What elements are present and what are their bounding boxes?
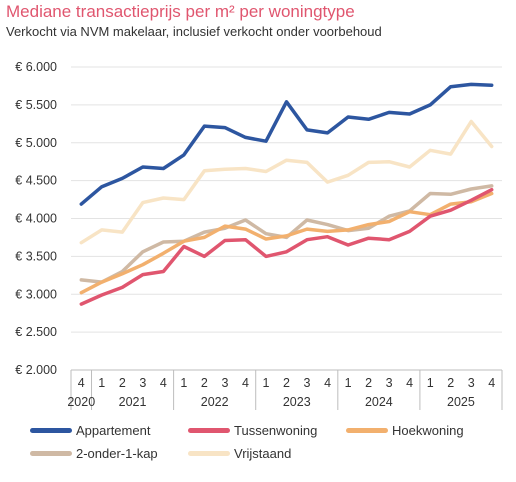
y-tick-label: € 2.500	[15, 325, 57, 339]
x-tick-label-quarter: 3	[139, 376, 146, 390]
x-tick-label-year: 2020	[67, 395, 95, 409]
y-tick-label: € 3.000	[15, 287, 57, 301]
x-tick-label-year: 2022	[201, 395, 229, 409]
x-tick-label-quarter: 1	[180, 376, 187, 390]
series-line-hoekwoning	[79, 191, 494, 295]
x-tick-label-year: 2021	[119, 395, 147, 409]
x-tick-label-quarter: 4	[78, 376, 85, 390]
y-tick-label: € 6.000	[15, 60, 57, 74]
x-tick-label-quarter: 4	[406, 376, 413, 390]
series-line-tussenwoning	[79, 187, 494, 306]
x-tick-label-quarter: 2	[283, 376, 290, 390]
x-tick-label-year: 2024	[365, 395, 393, 409]
series-line-appartement	[79, 82, 494, 206]
x-tick-label-quarter: 2	[201, 376, 208, 390]
x-tick-label-quarter: 4	[242, 376, 249, 390]
y-tick-label: € 2.000	[15, 363, 57, 377]
series-line-2-onder-1-kap	[79, 184, 494, 284]
y-tick-label: € 4.000	[15, 212, 57, 226]
x-tick-label-quarter: 4	[324, 376, 331, 390]
x-tick-label-quarter: 3	[386, 376, 393, 390]
y-tick-label: € 4.500	[15, 174, 57, 188]
y-tick-label: € 3.500	[15, 249, 57, 263]
y-tick-label: € 5.000	[15, 136, 57, 150]
x-tick-label-quarter: 3	[221, 376, 228, 390]
x-tick-label-quarter: 4	[160, 376, 167, 390]
x-tick-label-quarter: 3	[468, 376, 475, 390]
x-tick-label-quarter: 4	[488, 376, 495, 390]
x-tick-label-quarter: 2	[365, 376, 372, 390]
x-tick-label-quarter: 1	[345, 376, 352, 390]
y-tick-label: € 5.500	[15, 98, 57, 112]
x-tick-label-quarter: 3	[304, 376, 311, 390]
x-tick-label-year: 2025	[447, 395, 475, 409]
x-tick-label-quarter: 2	[119, 376, 126, 390]
x-tick-label-quarter: 1	[262, 376, 269, 390]
chart-title: Mediane transactieprijs per m² per wonin…	[6, 2, 355, 21]
series-line-vrijstaand	[79, 119, 494, 245]
x-tick-label-quarter: 1	[98, 376, 105, 390]
x-tick-label-quarter: 2	[447, 376, 454, 390]
chart-subtitle: Verkocht via NVM makelaar, inclusief ver…	[6, 24, 382, 39]
x-tick-label-quarter: 1	[427, 376, 434, 390]
x-tick-label-year: 2023	[283, 395, 311, 409]
